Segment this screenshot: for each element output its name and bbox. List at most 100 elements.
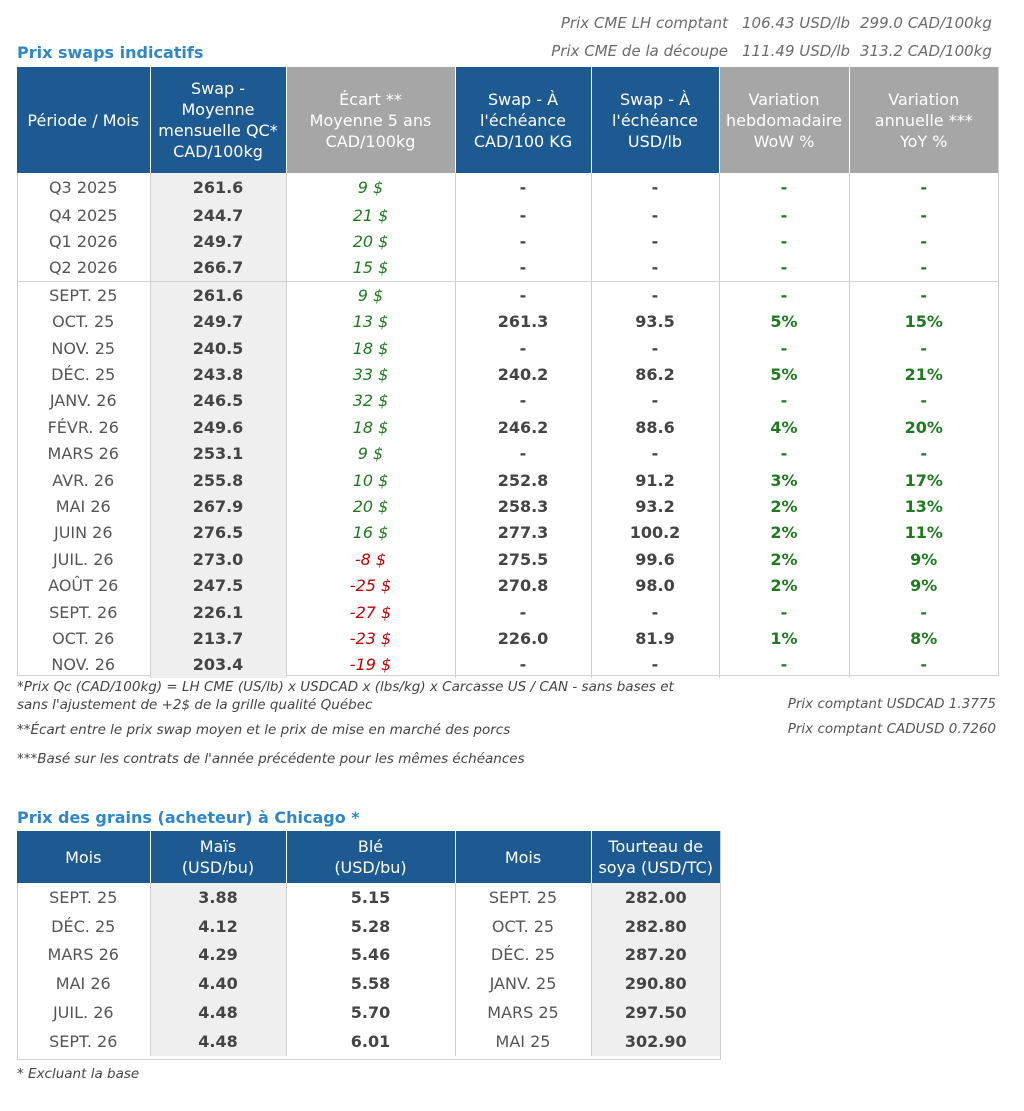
wow-cell: -: [719, 387, 850, 415]
swap-avg-cell: 255.8: [150, 466, 287, 494]
yoy-cell: -: [920, 258, 928, 278]
period-cell: Q1 2026: [17, 228, 151, 255]
wheat-cell: 6.01: [286, 1026, 456, 1056]
swap-cad-cell: 258.3: [455, 493, 592, 520]
yoy-cell: 20%: [904, 417, 943, 437]
corn-cell: 4.48: [150, 1026, 287, 1056]
table-row: JUIL. 26 4.48 5.70 MARS 25 297.50: [17, 998, 720, 1027]
soymeal-cell: 287.20: [591, 940, 720, 970]
swap-avg-cell: 226.1: [150, 598, 287, 626]
swap-cad-cell: -: [455, 440, 592, 467]
yoy-cell: 11%: [904, 523, 943, 543]
period-cell: DÉC. 25: [17, 361, 151, 388]
table-row: DÉC. 25 243.8 33 $240.2 86.2 5% 21%: [17, 361, 998, 388]
swap-usd-cell: -: [591, 651, 720, 679]
table-row: SEPT. 26 4.48 6.01 MAI 25 302.90: [17, 1026, 720, 1056]
table-row: DÉC. 25 4.12 5.28 OCT. 25 282.80: [17, 911, 720, 941]
swap-avg-cell: 249.7: [150, 228, 287, 255]
swap-usd-cell: -: [591, 228, 720, 255]
period-cell: FÉVR. 26: [17, 414, 151, 441]
month-cell-2: SEPT. 25: [455, 883, 592, 912]
header-yoy: Variation annuelle *** YoY %: [849, 67, 998, 173]
wow-cell: -: [719, 651, 850, 679]
swap-cad-cell: -: [455, 173, 592, 202]
header-gap: Écart ** Moyenne 5 ans CAD/100kg: [286, 67, 456, 173]
month-cell-2: JANV. 25: [455, 969, 592, 999]
table-row: Q3 2025 261.6 9 $ - - - -: [17, 173, 998, 202]
wheat-cell: 5.58: [286, 969, 456, 999]
spot-usdcad: Prix comptant USDCAD 1.3775: [787, 696, 996, 712]
swap-cad-cell: 277.3: [455, 519, 592, 547]
corn-cell: 4.48: [150, 998, 287, 1027]
period-cell: Q3 2025: [17, 173, 151, 202]
table-row: Q4 2025 244.7 21 $ - - - -: [17, 202, 998, 229]
wow-cell: -: [719, 228, 850, 255]
swaps-title: Prix swaps indicatifs: [17, 43, 204, 62]
swap-usd-cell: 91.2: [591, 466, 720, 494]
yoy-cell: 21%: [904, 365, 943, 385]
month-cell: JUIL. 26: [17, 998, 151, 1027]
swap-usd-cell: -: [591, 281, 720, 309]
wheat-cell: 5.15: [286, 883, 456, 912]
swap-avg-cell: 213.7: [150, 625, 287, 652]
swap-cad-cell: -: [455, 202, 592, 229]
grains-header-corn: Maïs (USD/bu): [150, 831, 287, 883]
month-cell-2: MARS 25: [455, 998, 592, 1027]
swap-cad-cell: -: [455, 254, 592, 282]
swap-cad-cell: 252.8: [455, 466, 592, 494]
swap-avg-cell: 203.4: [150, 651, 287, 679]
wow-cell: 4%: [719, 414, 850, 441]
swap-usd-cell: -: [591, 387, 720, 415]
period-cell: MAI 26: [17, 493, 151, 520]
month-cell-2: MAI 25: [455, 1026, 592, 1056]
swap-usd-cell: 93.2: [591, 493, 720, 520]
gap-cell: -8 $: [286, 546, 456, 573]
period-cell: SEPT. 25: [17, 281, 151, 309]
footnote-qc-price: *Prix Qc (CAD/100kg) = LH CME (US/lb) x …: [17, 679, 674, 713]
corn-cell: 4.29: [150, 940, 287, 970]
period-cell: Q2 2026: [17, 254, 151, 282]
swap-avg-cell: 244.7: [150, 202, 287, 229]
yoy-cell: 8%: [910, 628, 938, 648]
corn-cell: 4.40: [150, 969, 287, 999]
swap-usd-cell: 98.0: [591, 572, 720, 599]
period-cell: Q4 2025: [17, 202, 151, 229]
period-cell: JUIL. 26: [17, 546, 151, 573]
swap-cad-cell: -: [455, 651, 592, 679]
table-row: NOV. 26 203.4 -19 $ - - - -: [17, 651, 998, 679]
wow-cell: 2%: [719, 493, 850, 520]
gap-cell: 20 $: [286, 228, 456, 255]
gap-cell: 16 $: [286, 519, 456, 547]
month-cell-2: DÉC. 25: [455, 940, 592, 970]
swap-usd-cell: -: [591, 173, 720, 202]
swap-avg-cell: 266.7: [150, 254, 287, 282]
table-row: MARS 26 253.1 9 $ - - - -: [17, 440, 998, 467]
wheat-cell: 5.70: [286, 998, 456, 1027]
swap-cad-cell: 246.2: [455, 414, 592, 441]
soymeal-cell: 290.80: [591, 969, 720, 999]
swap-cad-cell: 261.3: [455, 308, 592, 335]
wow-cell: -: [719, 281, 850, 309]
cme-cutout-price: Prix CME de la découpe 111.49 USD/lb 313.2…: [551, 42, 992, 60]
swap-avg-cell: 273.0: [150, 546, 287, 573]
swap-avg-cell: 276.5: [150, 519, 287, 547]
period-cell: SEPT. 26: [17, 598, 151, 626]
wow-cell: 2%: [719, 519, 850, 547]
period-cell: JUIN 26: [17, 519, 151, 547]
table-row: MAI 26 4.40 5.58 JANV. 25 290.80: [17, 969, 720, 999]
wheat-cell: 5.46: [286, 940, 456, 970]
swap-cad-cell: 226.0: [455, 625, 592, 652]
gap-cell: 15 $: [286, 254, 456, 282]
gap-cell: 32 $: [286, 387, 456, 415]
gap-cell: 10 $: [286, 466, 456, 494]
gap-cell: 20 $: [286, 493, 456, 520]
yoy-cell: -: [920, 391, 928, 411]
yoy-cell: 17%: [904, 470, 943, 490]
header-swap-avg: Swap - Moyenne mensuelle QC* CAD/100kg: [150, 67, 287, 173]
footnote-yoy: ***Basé sur les contrats de l'année préc…: [17, 751, 525, 767]
swap-avg-cell: 267.9: [150, 493, 287, 520]
yoy-cell: -: [920, 178, 928, 197]
wow-cell: -: [719, 202, 850, 229]
corn-cell: 3.88: [150, 883, 287, 912]
